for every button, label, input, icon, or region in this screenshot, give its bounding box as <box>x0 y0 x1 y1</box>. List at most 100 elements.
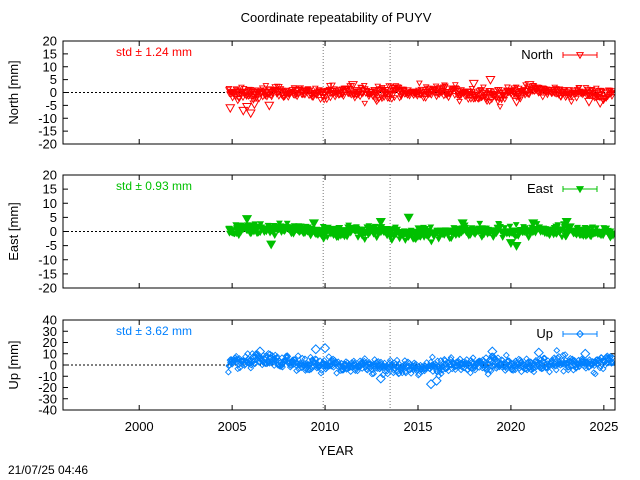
data-point <box>295 365 303 373</box>
data-point <box>582 364 590 372</box>
data-point <box>236 364 244 372</box>
data-point <box>592 225 600 232</box>
data-point <box>361 100 369 107</box>
y-tick-label: -10 <box>38 252 57 267</box>
legend-marker <box>575 52 585 60</box>
data-point <box>235 96 243 103</box>
data-point <box>565 363 573 371</box>
data-point <box>422 96 430 102</box>
plot-frame <box>62 319 616 411</box>
timestamp: 21/07/25 04:46 <box>8 463 88 477</box>
data-point <box>469 88 476 95</box>
y-tick-label: -10 <box>38 369 57 384</box>
data-point <box>361 237 369 243</box>
data-point <box>401 237 409 244</box>
data-point <box>441 365 449 373</box>
data-point <box>388 238 396 245</box>
data-point <box>361 355 369 363</box>
data-point <box>329 82 336 89</box>
data-point <box>345 91 353 98</box>
data-point <box>373 99 381 106</box>
data-point <box>308 219 319 229</box>
data-point <box>388 96 396 103</box>
data-point <box>407 369 415 377</box>
data-point <box>564 363 572 371</box>
data-point <box>292 359 299 367</box>
data-point <box>536 364 544 372</box>
data-point <box>451 82 459 89</box>
data-point <box>428 353 436 361</box>
y-tick-label: -5 <box>45 238 57 253</box>
data-point <box>487 367 495 375</box>
data-point <box>319 343 331 354</box>
y-tick-label: -30 <box>38 391 57 406</box>
plot-frame <box>62 40 616 145</box>
data-point <box>403 213 414 223</box>
data-point <box>304 366 312 374</box>
data-point <box>420 91 428 98</box>
data-point <box>599 88 606 95</box>
data-point <box>264 101 275 111</box>
x-tick-label: 2020 <box>496 419 525 434</box>
data-point <box>572 361 579 369</box>
data-point <box>493 95 501 102</box>
x-tick-label: 2010 <box>311 419 340 434</box>
data-point <box>260 88 268 95</box>
data-point <box>321 93 329 100</box>
data-point <box>517 368 525 376</box>
data-point <box>320 87 328 94</box>
y-tick-label: 20 <box>43 335 57 350</box>
data-point <box>609 88 615 95</box>
y-tick-label: 5 <box>50 72 57 87</box>
data-point <box>528 219 539 229</box>
data-point <box>238 84 245 91</box>
x-tick-label: 2000 <box>125 419 154 434</box>
y-tick-label: 10 <box>43 59 57 74</box>
y-tick-label: -20 <box>38 281 57 296</box>
y-tick-label: 0 <box>50 358 57 373</box>
data-point <box>561 217 572 227</box>
data-point <box>550 90 558 97</box>
data-point <box>503 84 511 91</box>
data-point <box>348 83 356 89</box>
std-label: std ± 0.93 mm <box>116 179 192 193</box>
chart-title: Coordinate repeatability of PUYV <box>241 10 432 25</box>
data-point <box>360 82 368 89</box>
data-point <box>533 347 544 358</box>
data-point <box>538 362 546 370</box>
data-point <box>402 369 410 377</box>
data-point <box>346 86 354 92</box>
y-tick-label: 20 <box>43 34 57 49</box>
data-point <box>239 95 247 102</box>
data-point <box>279 363 286 371</box>
data-point <box>368 370 376 378</box>
y-axis-label: North [mm] <box>6 60 21 124</box>
data-point <box>271 233 279 240</box>
data-point <box>371 223 379 230</box>
data-point <box>233 355 241 363</box>
data-point <box>317 97 324 103</box>
data-point <box>333 369 341 377</box>
data-point <box>341 360 348 368</box>
series-north <box>225 75 615 119</box>
data-point <box>510 359 518 367</box>
data-point <box>387 83 395 90</box>
data-point <box>452 85 460 92</box>
data-point <box>462 360 470 368</box>
y-tick-label: -15 <box>38 266 57 281</box>
data-point <box>240 85 248 92</box>
data-point <box>241 103 253 112</box>
data-point <box>480 84 487 91</box>
data-point <box>436 367 444 375</box>
x-axis: 2000 2005 2010 2015 2020 2025 <box>125 419 619 434</box>
y-tick-label: -5 <box>45 98 57 113</box>
data-point <box>496 104 504 111</box>
data-point <box>262 351 270 359</box>
y-tick-label: 5 <box>50 210 57 225</box>
data-point <box>369 94 377 101</box>
data-point <box>391 95 398 102</box>
data-point <box>425 379 437 390</box>
